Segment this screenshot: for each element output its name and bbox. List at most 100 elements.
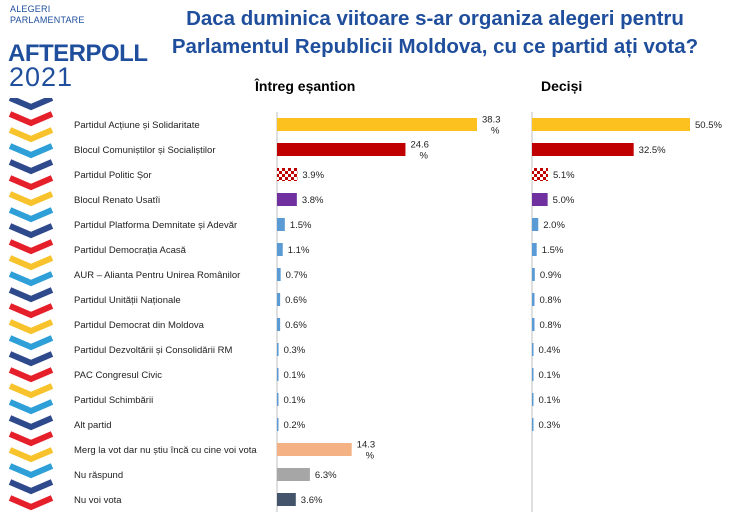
data-label: 1.5%	[290, 220, 312, 231]
chevron-stripe	[8, 239, 54, 255]
category-label: Merg la vot dar nu știu încă cu cine voi…	[74, 445, 257, 456]
bar	[277, 293, 281, 306]
data-label: 3.8%	[302, 195, 324, 206]
data-label-unit: %	[366, 451, 375, 462]
bar	[532, 118, 690, 131]
brand-sidebar: ALEGERI PARLAMENTARE AFTERPOLL 2021	[0, 0, 148, 515]
bar	[532, 268, 535, 281]
category-label: Blocul Comuniștilor și Socialiștilor	[74, 145, 216, 156]
category-label: Nu răspund	[74, 470, 123, 481]
bar	[532, 193, 548, 206]
chevron-pattern-icon	[8, 98, 54, 511]
data-label: 2.0%	[543, 220, 565, 231]
chevron-stripe	[8, 447, 54, 463]
data-label: 0.1%	[539, 370, 561, 381]
data-label: 1.5%	[542, 245, 564, 256]
chevron-stripe	[8, 463, 54, 479]
bar	[532, 168, 548, 181]
data-label: 3.9%	[302, 170, 324, 181]
data-label-unit: %	[491, 126, 500, 137]
chevron-stripe	[8, 383, 54, 399]
chevron-stripe	[8, 351, 54, 367]
bar	[277, 143, 406, 156]
data-label: 6.3%	[315, 470, 337, 481]
bar	[277, 418, 279, 431]
data-label: 38.3	[482, 115, 501, 126]
data-label: 14.3	[357, 440, 376, 451]
category-label: Nu voi vota	[74, 495, 122, 506]
chart-title: Daca duminica viitoare s-ar organiza ale…	[135, 5, 735, 61]
data-label: 5.0%	[553, 195, 575, 206]
bar	[532, 318, 535, 331]
chevron-stripe	[8, 495, 54, 511]
data-label: 24.6	[410, 140, 429, 151]
category-label: Blocul Renato Usatîi	[74, 195, 160, 206]
chevron-stripe	[8, 175, 54, 191]
category-label: Partidul Unității Naționale	[74, 295, 181, 306]
category-label: PAC Congresul Civic	[74, 370, 162, 381]
chevron-stripe	[8, 367, 54, 383]
brand-line2: PARLAMENTARE	[10, 15, 85, 25]
bar	[532, 218, 539, 231]
brand-line1: ALEGERI	[10, 4, 51, 14]
bar	[277, 493, 296, 506]
bar	[532, 368, 534, 381]
data-label: 0.2%	[284, 420, 306, 431]
category-label: Partidul Democrat din Moldova	[74, 320, 205, 331]
panel-header-full-sample: Întreg eșantion	[255, 78, 356, 94]
data-label: 1.1%	[288, 245, 310, 256]
data-label: 0.6%	[285, 295, 307, 306]
chevron-stripe	[8, 319, 54, 335]
bar	[277, 393, 279, 406]
chevron-stripe	[8, 303, 54, 319]
bar	[532, 243, 537, 256]
data-label: 0.1%	[539, 395, 561, 406]
chevron-stripe	[8, 431, 54, 447]
bar	[532, 418, 534, 431]
chevron-stripe	[8, 479, 54, 495]
category-label: Partidul Platforma Demnitate și Adevăr	[74, 220, 237, 231]
data-label: 0.8%	[540, 320, 562, 331]
data-label: 5.1%	[553, 170, 575, 181]
chevron-stripe	[8, 255, 54, 271]
chevron-stripe	[8, 335, 54, 351]
category-label: Alt partid	[74, 420, 112, 431]
chevron-stripe	[8, 98, 54, 111]
chevron-stripe	[8, 415, 54, 431]
data-label: 0.9%	[540, 270, 562, 281]
data-label: 0.7%	[286, 270, 308, 281]
bar	[277, 243, 283, 256]
bar	[532, 343, 534, 356]
chevron-stripe	[8, 127, 54, 143]
data-label: 0.4%	[539, 345, 561, 356]
data-label: 32.5%	[639, 145, 666, 156]
chevron-stripe	[8, 111, 54, 127]
category-label: AUR – Alianta Pentru Unirea Românilor	[74, 270, 240, 281]
bar	[277, 118, 477, 131]
brand-name: AFTERPOLL	[8, 40, 148, 67]
category-label: Partidul Acțiune și Solidaritate	[74, 120, 200, 131]
chevron-stripe	[8, 159, 54, 175]
chevron-stripe	[8, 207, 54, 223]
bar	[277, 168, 298, 181]
title-line1: Daca duminica viitoare s-ar organiza ale…	[186, 7, 684, 30]
bar	[277, 343, 279, 356]
chevron-stripe	[8, 271, 54, 287]
chevron-stripe	[8, 223, 54, 239]
category-label: Partidul Dezvoltării și Consolidării RM	[74, 345, 232, 356]
category-label: Partidul Democrația Acasă	[74, 245, 187, 256]
data-label: 3.6%	[301, 495, 323, 506]
chevron-stripe	[8, 143, 54, 159]
bar	[277, 268, 281, 281]
bar	[277, 443, 352, 456]
bar	[277, 318, 281, 331]
chevron-stripe	[8, 287, 54, 303]
category-label: Partidul Schimbării	[74, 395, 153, 406]
bar	[532, 143, 634, 156]
data-label: 50.5%	[695, 120, 722, 131]
data-label: 0.1%	[284, 395, 306, 406]
bar	[277, 368, 279, 381]
chevron-stripe	[8, 399, 54, 415]
bar	[277, 218, 285, 231]
chevron-stripe	[8, 191, 54, 207]
